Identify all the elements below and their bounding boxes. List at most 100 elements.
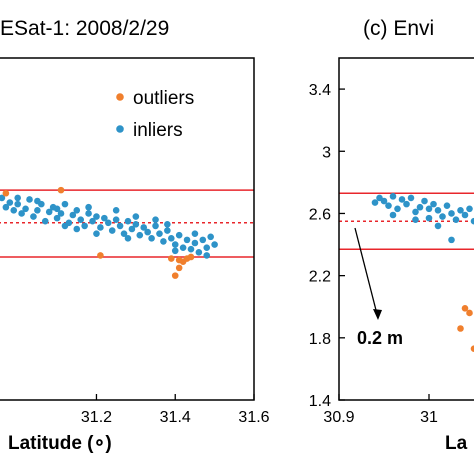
- inlier-point: [416, 203, 424, 211]
- inlier-point: [389, 193, 397, 200]
- inlier-point: [175, 231, 183, 239]
- inlier-point: [45, 208, 53, 216]
- inlier-point: [389, 211, 397, 219]
- inlier-point: [124, 235, 132, 242]
- left-x-tick-label: 31.6: [238, 409, 269, 426]
- inlier-point: [466, 205, 473, 213]
- inlier-point: [61, 200, 69, 208]
- left-panel: ESat-1: 2008/2/29 31.2 31.4 31.6 Latitude …: [0, 17, 270, 454]
- inlier-point: [124, 217, 132, 225]
- inlier-point: [191, 239, 199, 247]
- inlier-point: [69, 211, 77, 219]
- inlier-point: [421, 197, 428, 205]
- inlier-point: [89, 217, 96, 225]
- inlier-point: [171, 241, 179, 248]
- inlier-point: [448, 210, 455, 217]
- inlier-point: [34, 197, 41, 205]
- right-y-tick-label: 3.4: [309, 82, 331, 99]
- inlier-point: [14, 194, 21, 202]
- inlier-point: [41, 217, 49, 225]
- right-x-axis-title: La: [445, 433, 468, 454]
- inlier-point: [439, 213, 446, 220]
- inlier-point: [171, 247, 179, 255]
- inlier-point: [179, 244, 187, 251]
- legend-inliers-label: inliers: [133, 120, 183, 141]
- right-data-points: [371, 193, 474, 352]
- inlier-point: [10, 207, 18, 214]
- inlier-point: [183, 236, 191, 244]
- inlier-point: [14, 200, 21, 208]
- inlier-point: [195, 249, 203, 256]
- right-y-tick-label: 3: [322, 144, 331, 161]
- inlier-point: [140, 224, 148, 231]
- inlier-point: [156, 230, 163, 237]
- outlier-point: [171, 272, 179, 279]
- inlier-point: [116, 222, 124, 230]
- inlier-point: [0, 194, 6, 202]
- inlier-point: [425, 214, 433, 222]
- inlier-point: [164, 221, 171, 228]
- inlier-point: [160, 238, 167, 245]
- inlier-point: [152, 222, 159, 230]
- inlier-point: [412, 216, 419, 223]
- inlier-point: [93, 213, 100, 220]
- inlier-point: [112, 207, 120, 214]
- inlier-point: [112, 216, 120, 223]
- right-x-ticks: 30.9 31: [323, 394, 438, 426]
- inlier-point: [132, 213, 140, 220]
- inlier-point: [132, 221, 140, 228]
- inlier-point: [73, 207, 81, 214]
- left-plot-area: [0, 186, 254, 279]
- inlier-point: [470, 217, 474, 225]
- legend-outliers-marker: [116, 93, 124, 101]
- inlier-point: [22, 205, 29, 213]
- inlier-point: [148, 235, 155, 242]
- inlier-point: [434, 222, 442, 230]
- inlier-point: [207, 233, 214, 241]
- inlier-point: [203, 244, 211, 251]
- inlier-point: [101, 214, 108, 222]
- inlier-point: [371, 199, 379, 206]
- inlier-point: [385, 202, 392, 209]
- inlier-point: [136, 231, 144, 239]
- inlier-point: [167, 235, 175, 242]
- left-axes-frame: [0, 57, 255, 401]
- outlier-point: [167, 255, 175, 262]
- inlier-point: [61, 222, 69, 230]
- right-y-ticks: 1.4 1.8 2.2 2.6 3 3.4: [309, 82, 345, 410]
- inlier-point: [398, 196, 406, 203]
- outlier-point: [2, 189, 10, 197]
- outlier-point: [466, 309, 473, 317]
- inlier-point: [452, 216, 460, 223]
- inlier-point: [199, 236, 207, 244]
- inlier-point: [2, 203, 10, 211]
- right-y-tick-label: 1.8: [309, 331, 331, 348]
- inlier-point: [152, 216, 159, 223]
- right-panel: (c) Envi 1.4 1.8 2.2 2.6 3 3.4 30.9 31 La 0.2 …: [309, 17, 474, 454]
- right-reference-lines: [339, 192, 474, 250]
- inlier-point: [85, 210, 92, 217]
- outlier-point: [187, 253, 195, 261]
- inlier-point: [26, 196, 33, 203]
- inlier-point: [81, 222, 88, 230]
- left-x-axis-title: Latitude (∘): [8, 433, 112, 454]
- inlier-point: [97, 224, 104, 231]
- inlier-point: [448, 236, 455, 244]
- inlier-point: [128, 225, 136, 233]
- legend-outliers-label: outliers: [133, 88, 194, 109]
- right-y-tick-label: 2.6: [309, 206, 331, 223]
- inlier-point: [34, 207, 41, 214]
- annotation-label: 0.2 m: [357, 328, 403, 348]
- inlier-point: [30, 213, 37, 220]
- right-x-tick-label: 31: [420, 409, 438, 426]
- annotation-arrow-line: [354, 227, 379, 319]
- inlier-point: [203, 252, 211, 259]
- inlier-point: [53, 214, 61, 222]
- inlier-point: [407, 194, 415, 202]
- inlier-point: [53, 205, 61, 213]
- legend-inliers-marker: [116, 125, 124, 133]
- left-panel-title: ESat-1: 2008/2/29: [0, 17, 169, 40]
- inlier-point: [461, 211, 469, 219]
- inlier-point: [187, 245, 195, 253]
- inlier-point: [73, 225, 81, 233]
